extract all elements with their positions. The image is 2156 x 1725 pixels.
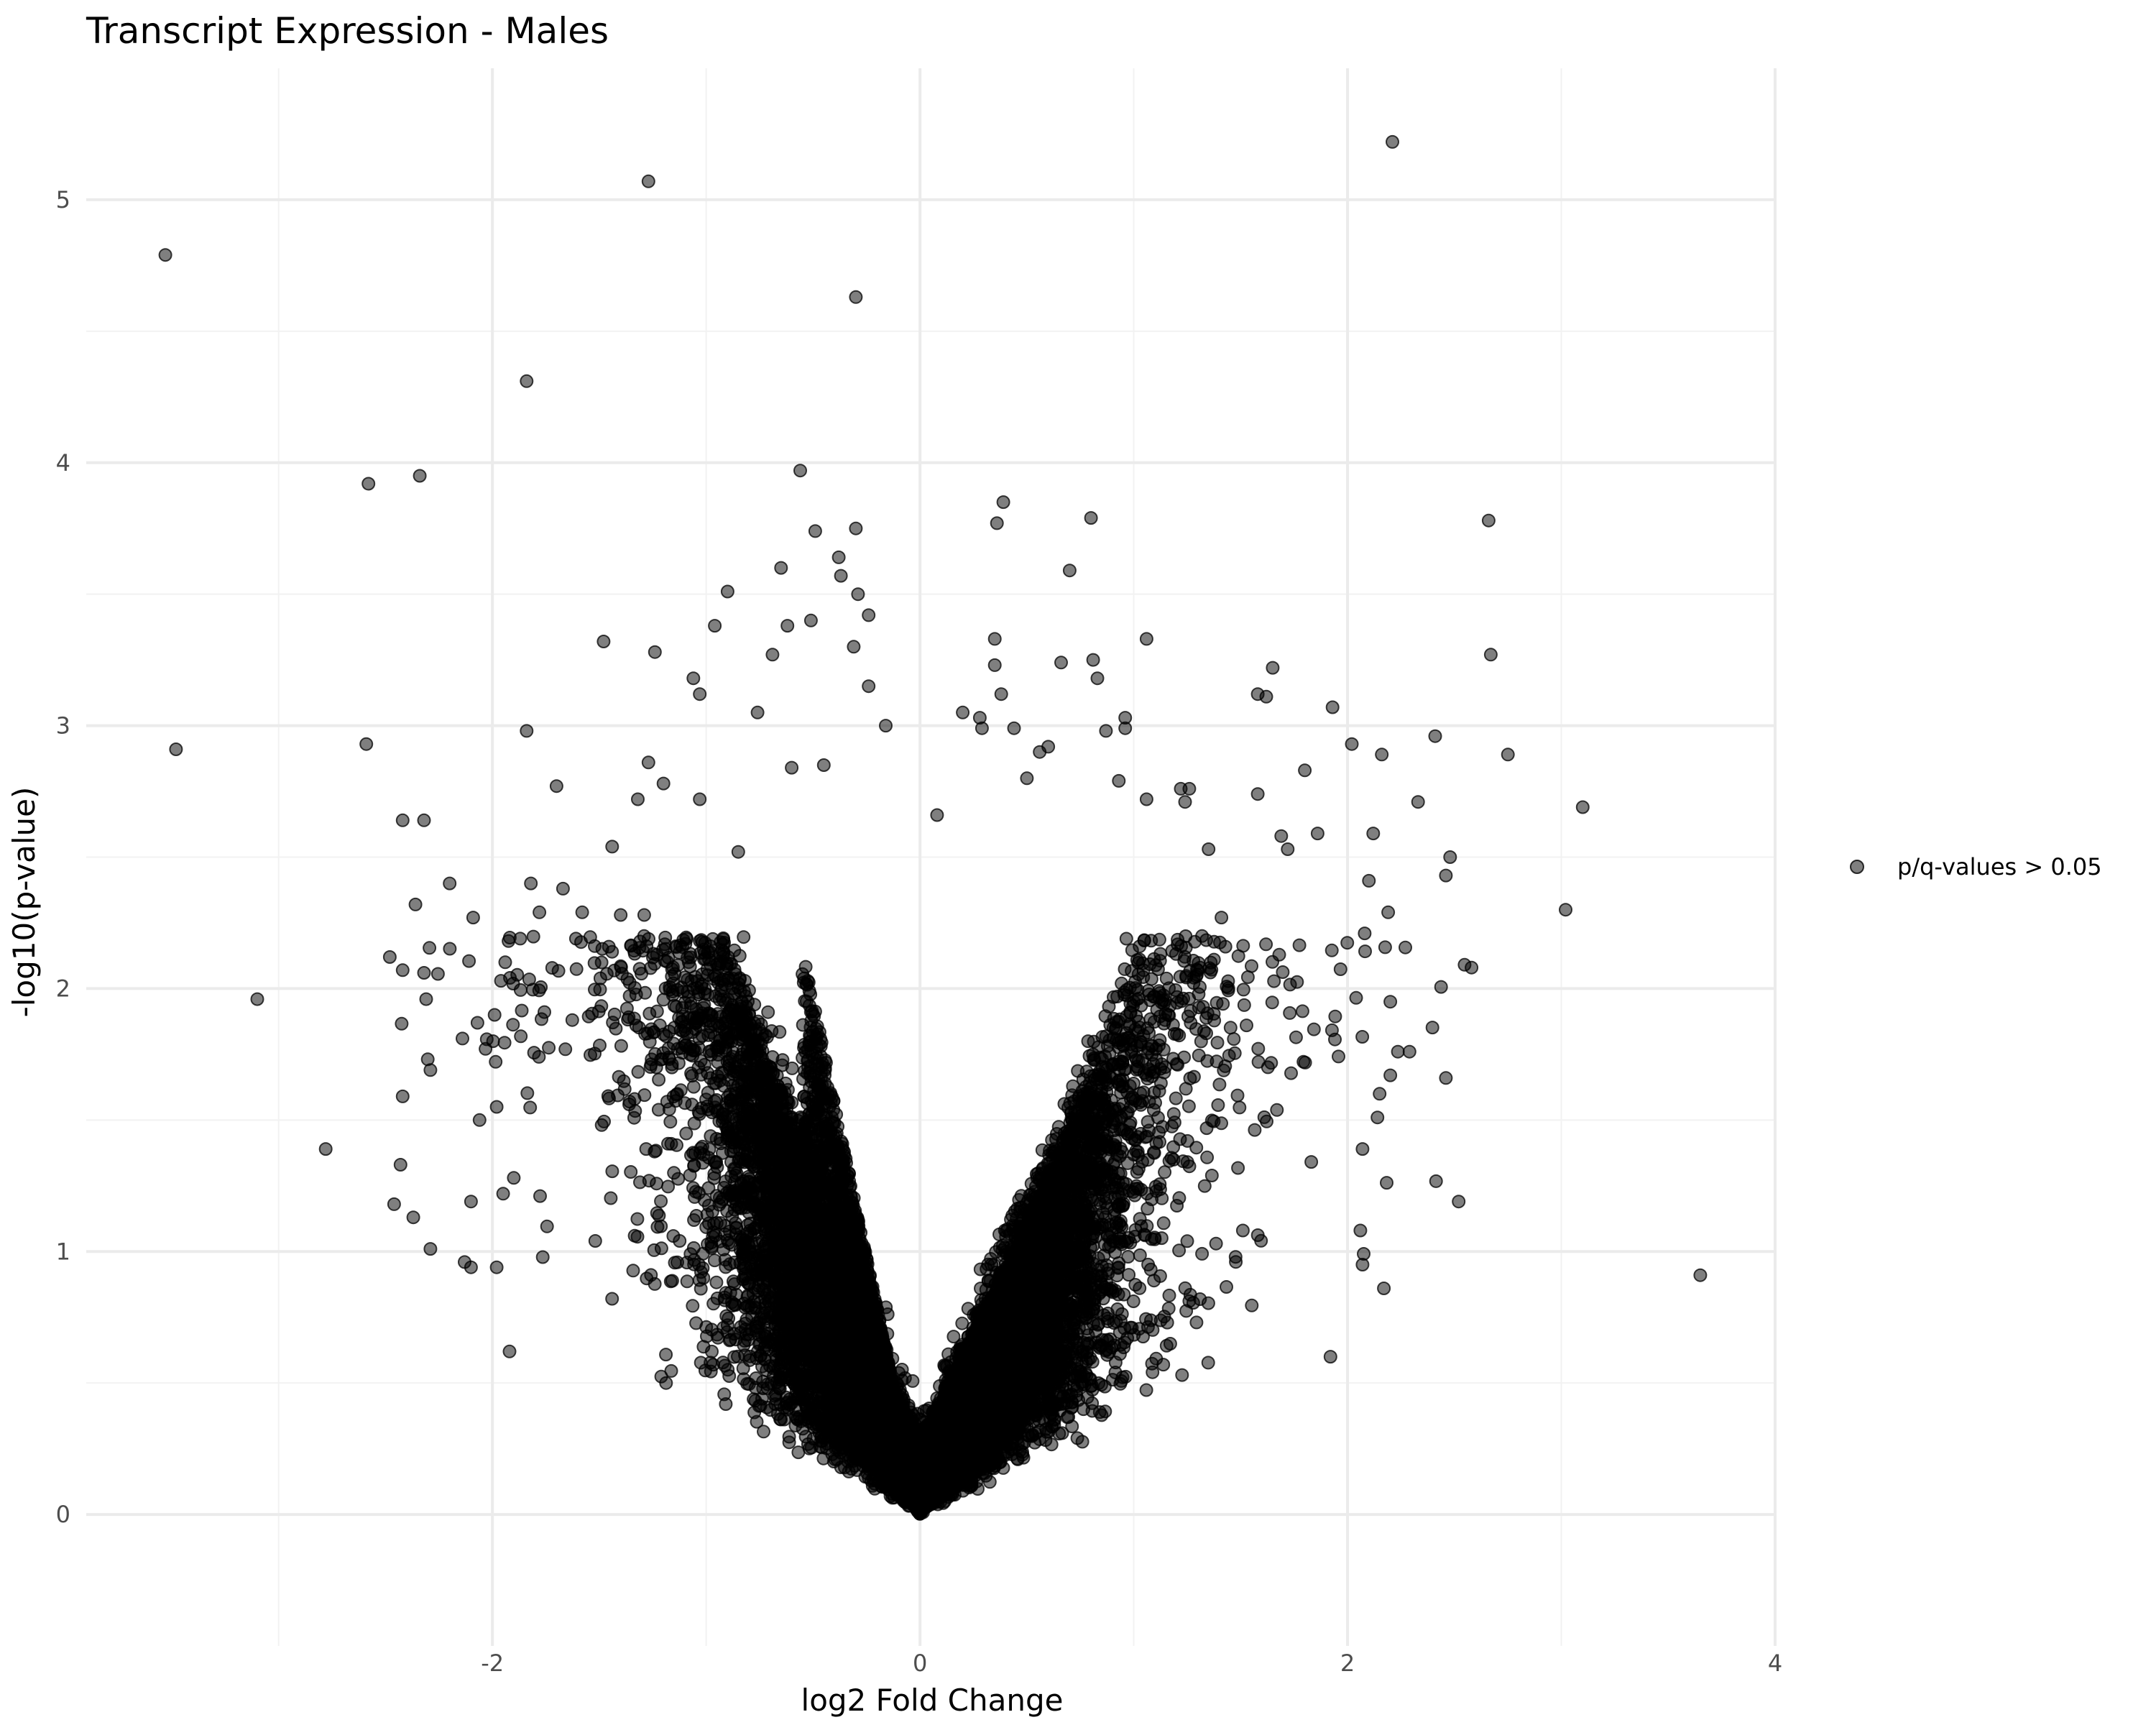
data-point bbox=[1235, 1223, 1250, 1238]
data-point bbox=[663, 1115, 678, 1129]
data-point bbox=[1245, 959, 1258, 973]
data-point bbox=[565, 1013, 579, 1027]
data-point bbox=[1178, 1281, 1192, 1295]
data-point bbox=[605, 1164, 619, 1179]
data-point bbox=[1141, 1202, 1155, 1216]
data-point bbox=[1197, 1179, 1212, 1193]
data-point bbox=[1355, 1030, 1370, 1044]
data-point bbox=[631, 1064, 645, 1079]
data-point bbox=[680, 1274, 694, 1289]
data-point bbox=[1121, 1250, 1135, 1264]
data-point bbox=[1380, 1176, 1393, 1190]
grid bbox=[86, 68, 1777, 1646]
data-point bbox=[1265, 995, 1279, 1010]
data-point bbox=[1325, 943, 1339, 957]
data-points bbox=[158, 134, 1708, 1521]
data-point bbox=[757, 1425, 770, 1439]
data-point bbox=[1227, 1032, 1241, 1046]
data-point bbox=[423, 941, 437, 955]
data-point bbox=[395, 1016, 409, 1031]
data-point bbox=[1290, 975, 1304, 989]
data-point bbox=[604, 1191, 618, 1205]
data-point bbox=[462, 954, 476, 968]
data-point bbox=[1204, 1169, 1219, 1182]
data-point bbox=[1332, 1049, 1345, 1064]
data-point bbox=[1162, 1288, 1176, 1302]
data-point bbox=[1251, 1041, 1266, 1056]
data-point bbox=[1189, 1315, 1204, 1330]
data-point bbox=[1391, 1044, 1405, 1059]
data-point bbox=[522, 972, 536, 987]
data-point bbox=[506, 1018, 520, 1032]
data-point bbox=[620, 972, 635, 986]
data-point bbox=[513, 983, 528, 997]
data-point bbox=[1270, 1103, 1284, 1117]
chart-title: Transcript Expression - Males bbox=[86, 10, 609, 52]
data-point bbox=[1195, 1246, 1210, 1261]
